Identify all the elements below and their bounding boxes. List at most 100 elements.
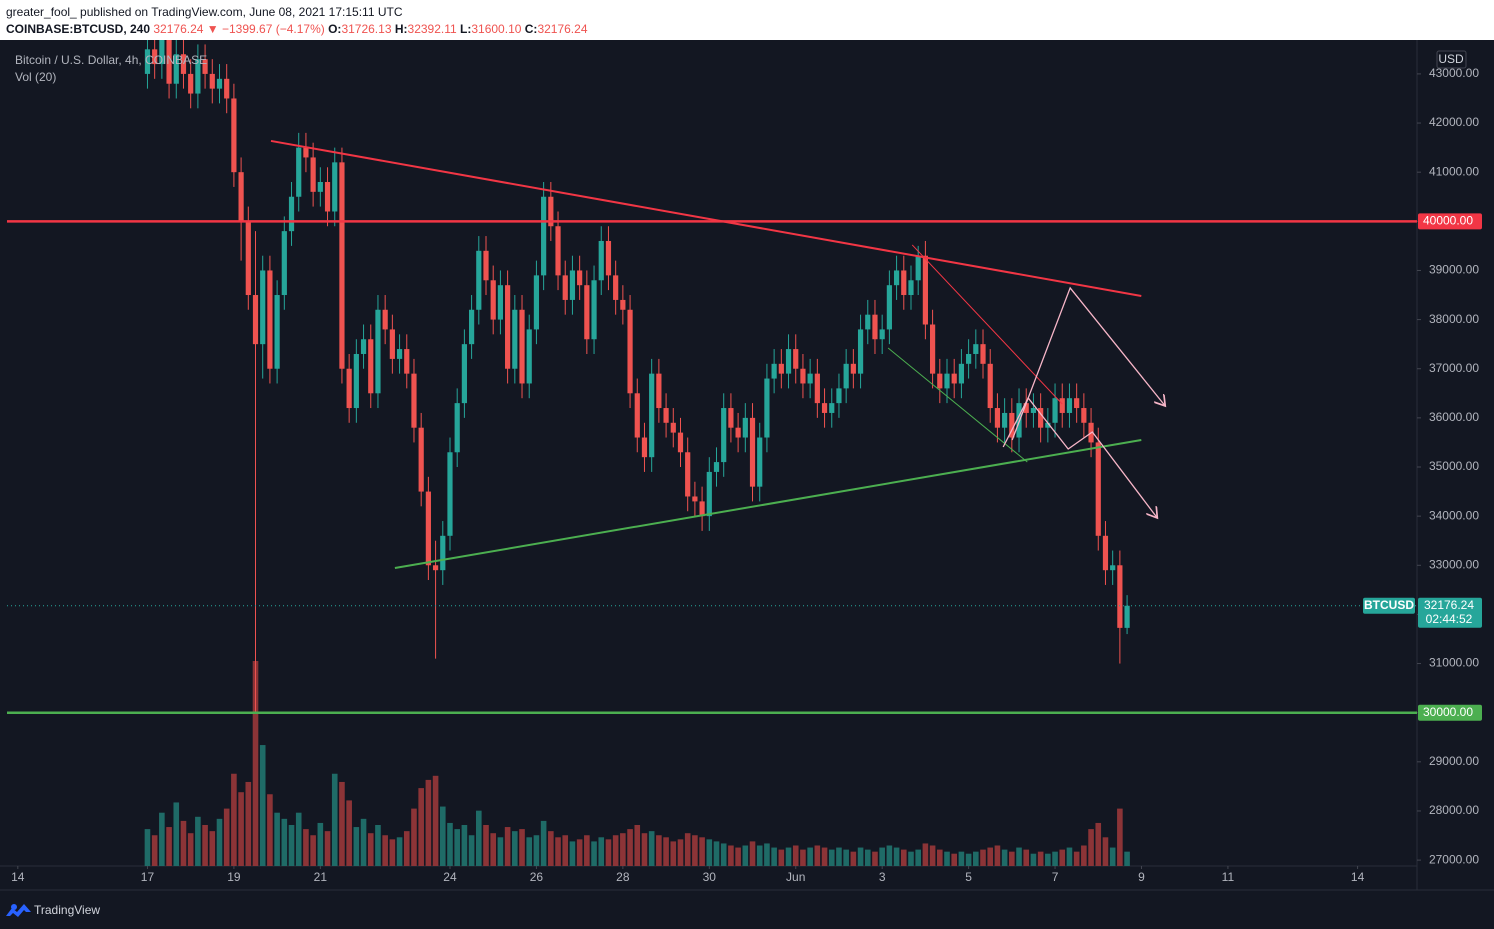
countdown-label: 02:44:52 (1426, 612, 1473, 626)
y-tick-label: 27000.00 (1429, 852, 1479, 866)
candle-body (843, 363, 849, 389)
candle-body (742, 417, 748, 438)
symbol: COINBASE:BTCUSD, 240 (6, 22, 151, 36)
candle-body (541, 196, 547, 276)
volume-bar (1045, 853, 1051, 866)
candle-body (1045, 422, 1051, 428)
volume-bar (187, 833, 194, 866)
volume-bar (828, 849, 835, 866)
candle-body (209, 73, 215, 89)
volume-bar (497, 837, 504, 866)
volume-bar (677, 839, 684, 866)
volume-bar (411, 808, 417, 866)
candle-body (591, 280, 597, 340)
volume-bar (367, 833, 374, 866)
level-label: 40000.00 (1423, 213, 1473, 227)
candle-body (490, 280, 496, 320)
candle-body (1095, 442, 1101, 536)
volume-bar (223, 808, 230, 866)
candle-body (303, 147, 309, 158)
price-axis (1417, 40, 1494, 890)
volume-bar (764, 843, 770, 866)
x-tick-label: 5 (965, 870, 972, 884)
volume-bar (800, 849, 806, 866)
volume-bar (360, 818, 367, 866)
candle-body (468, 309, 475, 345)
volume-bar (346, 800, 352, 866)
volume-bar (1117, 808, 1123, 866)
volume-bar (836, 847, 842, 866)
volume-bar (504, 827, 511, 866)
volume-bar (288, 825, 295, 866)
logo (6, 904, 31, 917)
price-label: 32176.24 (1424, 598, 1474, 612)
level-tag (1418, 704, 1482, 721)
volume-bar (814, 845, 821, 866)
volume-bar (1059, 849, 1066, 866)
x-tick-label: 26 (530, 870, 544, 884)
price: 32176.24 (153, 22, 204, 36)
volume-bar (850, 851, 857, 866)
volume-bar (425, 779, 432, 866)
volume-bar (252, 661, 259, 866)
candle-body (1124, 605, 1130, 628)
candle-body (296, 147, 302, 197)
volume-bar (958, 851, 965, 866)
volume-bar (432, 775, 439, 866)
volume-bar (231, 773, 237, 866)
candle-body (778, 363, 784, 374)
candle-body (339, 162, 345, 369)
candle-body (188, 73, 194, 94)
volume-bar (245, 781, 252, 866)
volume-bar (1052, 851, 1058, 866)
volume-bar (749, 841, 756, 866)
level-label: 30000.00 (1423, 705, 1473, 719)
candle-body (613, 275, 619, 300)
candle-body (908, 280, 914, 296)
volume-bar (548, 831, 554, 866)
volume-bar (267, 794, 273, 866)
volume-bar (339, 781, 345, 866)
volume-bar (951, 853, 958, 866)
candle-body (1030, 408, 1037, 413)
volume-bar (965, 853, 972, 866)
ohlc-key: L: (460, 22, 472, 36)
candle-body (605, 240, 612, 276)
currency: USD (1438, 52, 1464, 66)
candle-body (771, 363, 777, 379)
candle-body (728, 408, 734, 428)
candle-body (382, 309, 388, 330)
volume-bar (468, 835, 475, 866)
candle-body (512, 309, 518, 369)
publish-line: greater_fool_ published on TradingView.c… (6, 5, 403, 19)
candle-body (562, 275, 568, 300)
candle-body (973, 344, 979, 354)
volume-bar (728, 845, 734, 866)
trend-line (887, 347, 1028, 463)
volume-bar (166, 827, 172, 866)
y-tick-label: 43000.00 (1429, 66, 1479, 80)
candle-body (966, 353, 972, 364)
candle-body (166, 40, 172, 84)
y-tick-label: 42000.00 (1429, 115, 1479, 129)
volume-bar (317, 822, 324, 866)
candle-body (620, 299, 626, 310)
candle-body (324, 182, 331, 212)
candle-body (144, 49, 151, 74)
candle-body (1081, 408, 1087, 423)
candle-body (483, 250, 489, 281)
volume-bar (980, 849, 986, 866)
y-tick-label: 28000.00 (1429, 803, 1479, 817)
candle-body (533, 275, 540, 330)
volume-bar (591, 841, 597, 866)
trend-line (1002, 396, 1157, 518)
candle-body (447, 452, 453, 536)
candle-body (454, 403, 460, 453)
candle-body (519, 309, 525, 384)
candle-body (958, 363, 965, 384)
volume-bar (720, 843, 727, 866)
volume-bar (944, 851, 950, 866)
volume-bar (1001, 849, 1008, 866)
candle-body (699, 501, 705, 517)
